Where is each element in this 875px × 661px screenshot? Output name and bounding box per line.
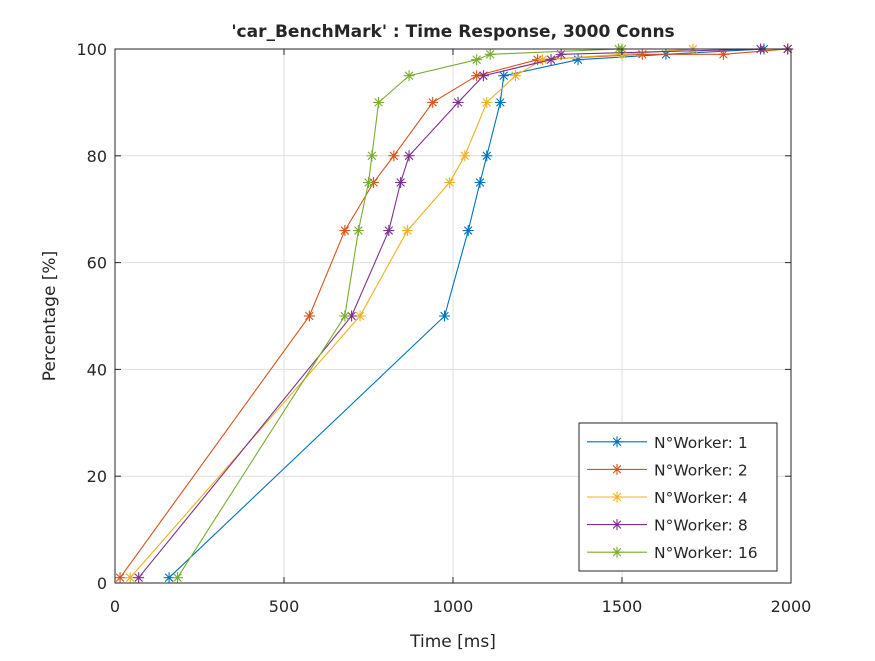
data-point [452,96,464,108]
legend-label: N°Worker: 8 [654,517,748,535]
y-tick-label: 40 [87,360,107,379]
x-tick-label: 0 [110,597,120,616]
data-point [717,48,729,60]
data-point [481,150,493,162]
legend-marker [611,519,623,531]
data-point [352,225,364,237]
data-point [444,177,456,188]
data-point [172,572,184,584]
data-point [383,225,395,237]
chart-title: 'car_BenchMark' : Time Response, 3000 Co… [231,22,674,42]
data-point [459,150,471,162]
data-point [471,70,483,82]
data-point [388,150,400,162]
data-point [395,177,407,188]
series-5 [172,43,628,584]
data-point [339,310,351,322]
legend-label: N°Worker: 4 [654,489,748,507]
data-point [339,225,351,237]
data-point [366,150,378,162]
data-point [462,225,474,237]
data-point [636,48,648,60]
data-point [373,96,385,108]
data-point [498,70,510,82]
data-point [477,70,489,82]
y-axis-label: Percentage [%] [40,251,60,381]
x-tick-label: 500 [269,597,300,616]
data-point [133,572,145,584]
data-point [363,177,374,188]
y-tick-label: 20 [87,467,107,486]
legend-entry: N°Worker: 8 [587,517,748,535]
legend-label: N°Worker: 1 [654,434,748,452]
data-point [572,54,584,66]
x-tick-label: 1500 [602,597,643,616]
legend: N°Worker: 1 N°Worker: 2 N°Worker: 4 N°Worke… [578,422,778,572]
y-tick-label: 0 [97,574,107,593]
data-point [510,70,522,82]
data-point [545,54,557,66]
series-layer [114,43,794,584]
data-point [427,96,439,108]
data-point [439,310,451,322]
x-axis-label: Time [ms] [409,632,496,652]
data-point [403,70,415,82]
data-point [403,150,415,162]
legend-items: N°Worker: 1 N°Worker: 2 N°Worker: 4 N°Worke… [587,434,758,562]
legend-entry: N°Worker: 16 [587,544,758,562]
x-tick-label: 2000 [771,597,812,616]
legend-marker [611,546,623,558]
legend-label: N°Worker: 2 [654,461,748,479]
data-point [303,310,315,322]
legend-entry: N°Worker: 2 [587,461,748,479]
data-point [484,48,496,60]
data-point [401,225,413,237]
y-tick-label: 100 [76,40,107,59]
y-tick-label: 80 [87,147,107,166]
legend-entry: N°Worker: 4 [587,489,748,507]
legend-marker [611,463,623,475]
legend-marker [611,491,623,503]
legend-entry: N°Worker: 1 [587,434,748,452]
series-4 [133,43,794,584]
data-point [474,177,486,188]
data-point [494,96,506,108]
data-point [346,310,358,322]
data-point [555,48,567,60]
legend-marker [611,436,623,448]
ticks: 0 500 1000 1500 2000 0 20 40 60 80 100 [76,40,811,616]
x-tick-label: 1000 [433,597,474,616]
legend-label: N°Worker: 16 [654,544,758,562]
data-point [481,96,493,108]
y-tick-label: 60 [87,254,107,273]
data-point [471,54,483,66]
data-point [114,572,126,584]
